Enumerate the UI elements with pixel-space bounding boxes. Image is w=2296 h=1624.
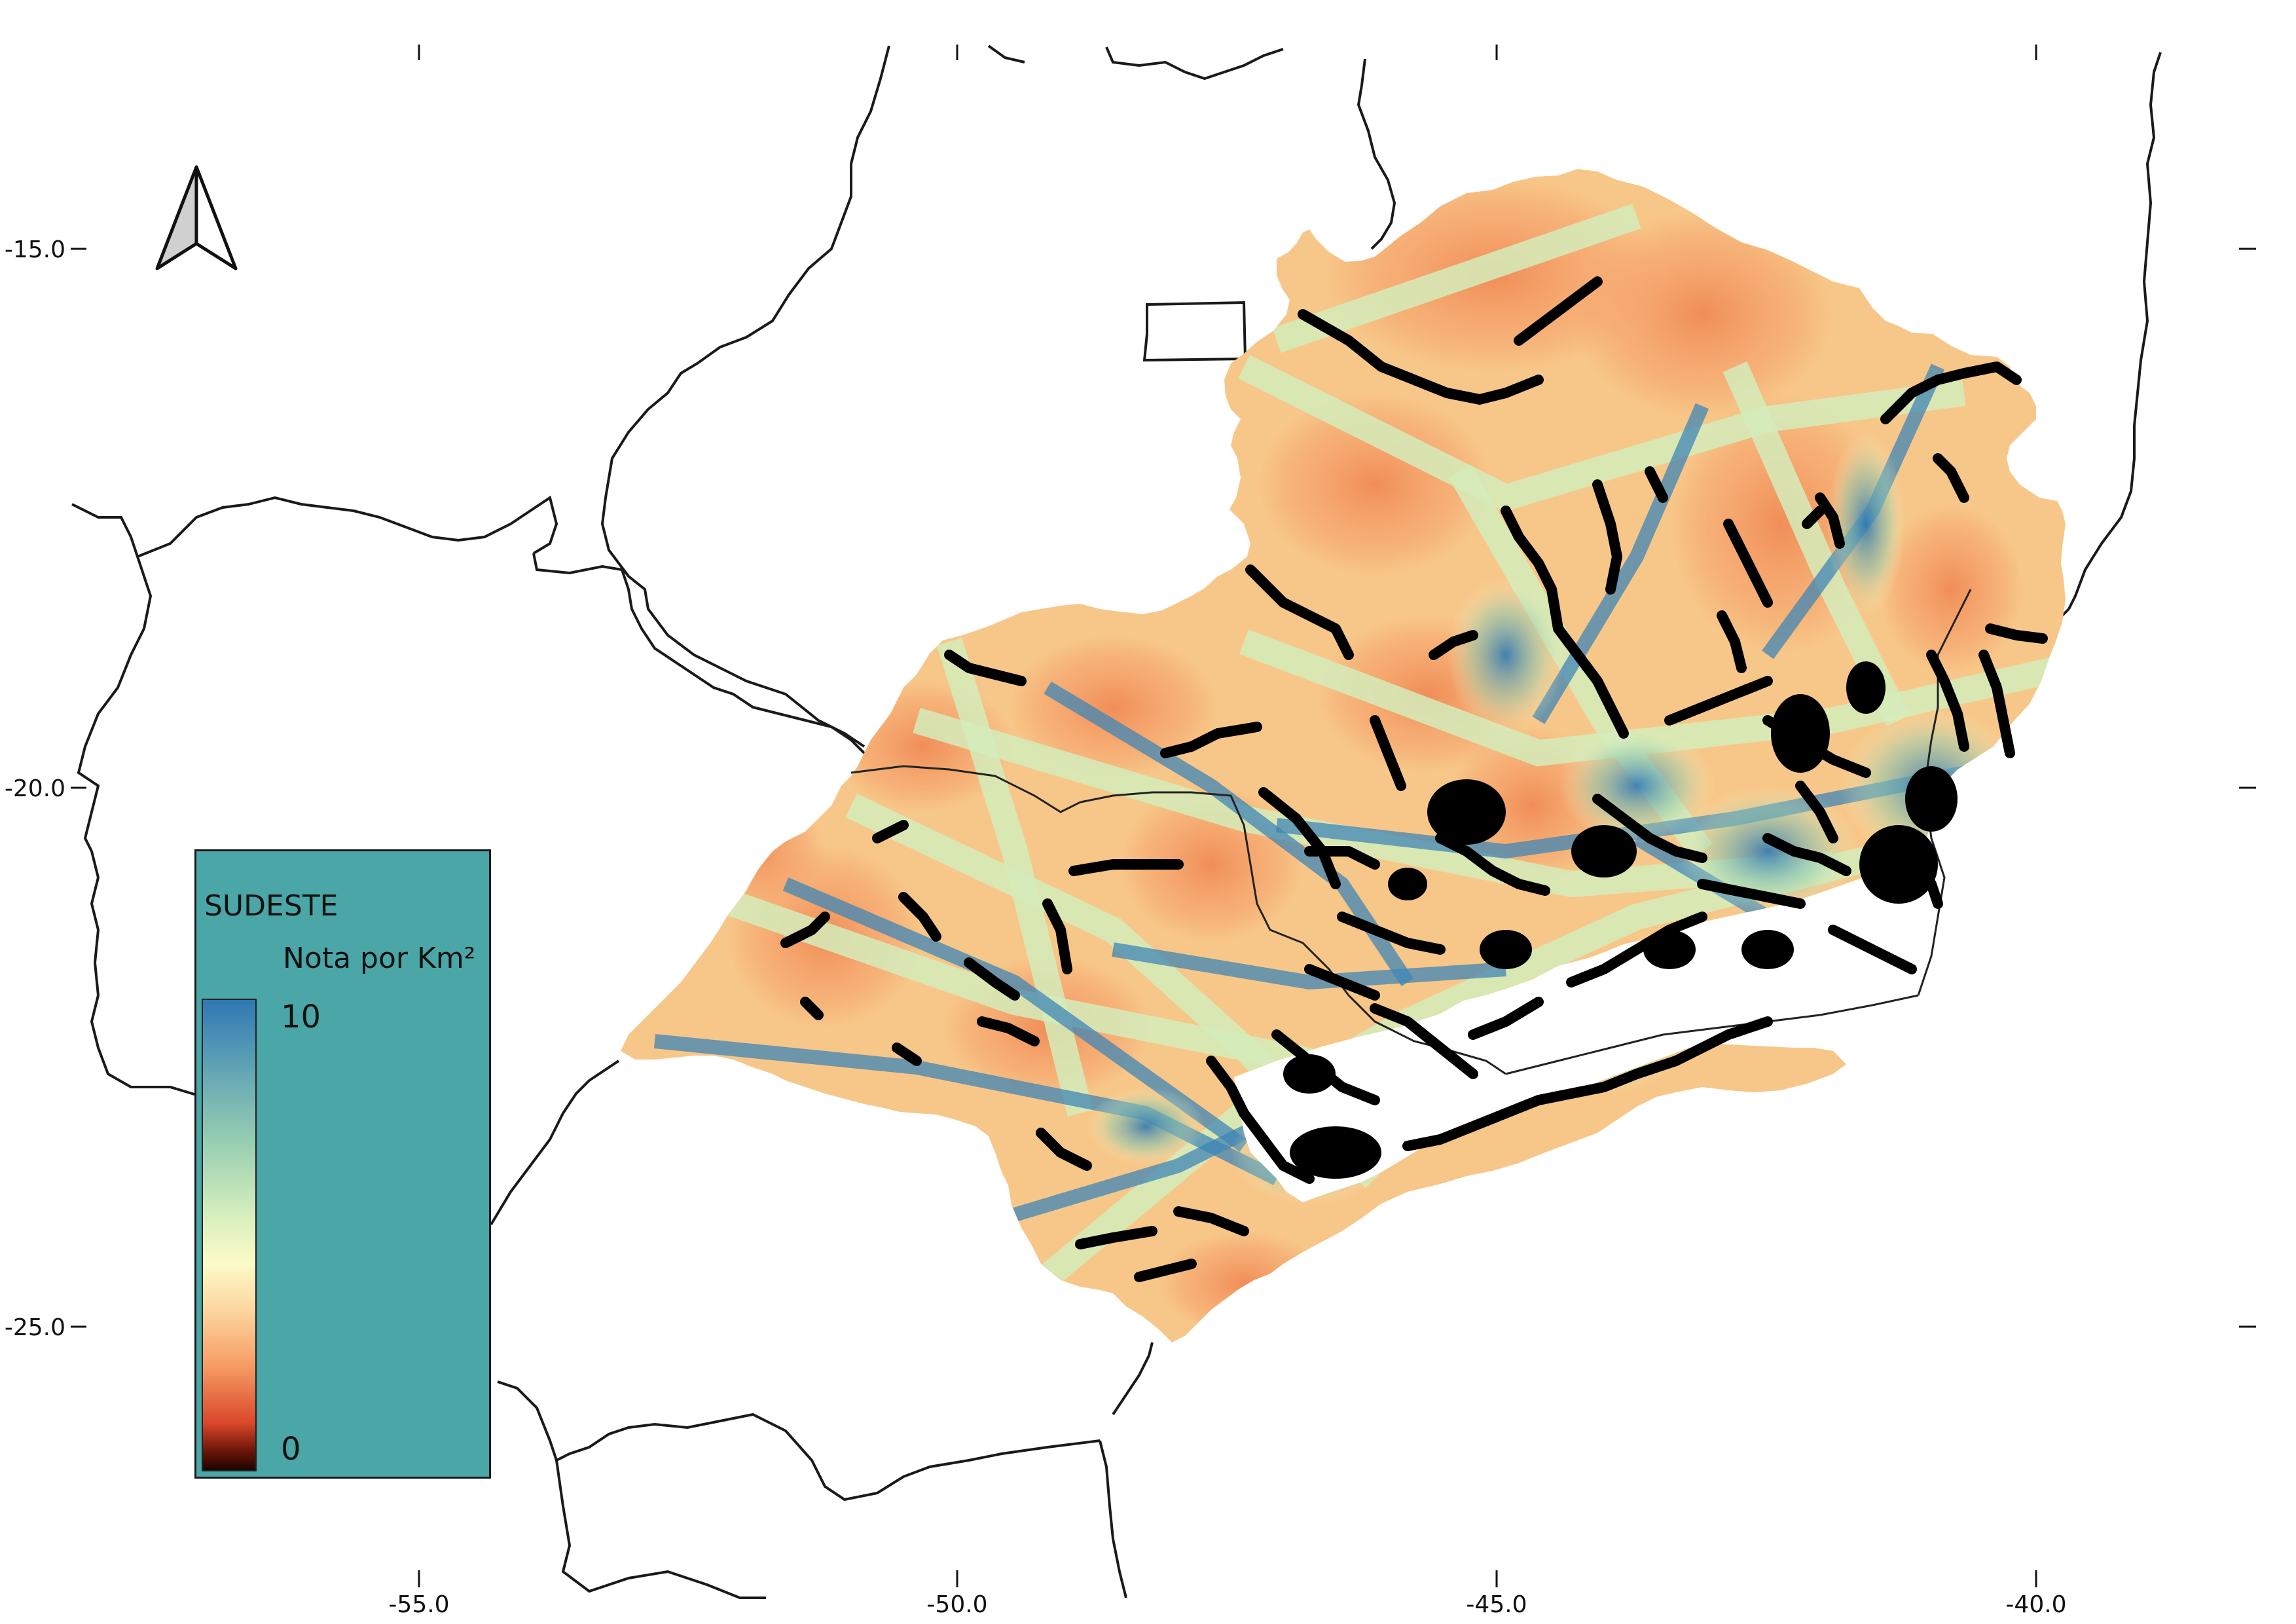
- neighbor-borders: [71, 45, 2162, 1599]
- border-ms-east: [532, 553, 866, 754]
- border-top-1: [987, 45, 1025, 64]
- border-coast-south: [1099, 1440, 1127, 1598]
- border-parana: [490, 1060, 620, 1226]
- y-tick-label: -20.0: [5, 775, 65, 802]
- y-tick-label: -25.0: [5, 1314, 65, 1341]
- legend-min-label: 0: [281, 1431, 301, 1467]
- legend-panel: SUDESTE Nota por Km² 10 0: [194, 849, 491, 1479]
- border-mg-sp: [850, 765, 1506, 1075]
- x-tick-label: -50.0: [926, 1591, 987, 1618]
- border-coast-mid: [1112, 1342, 1154, 1416]
- y-tick-labels: -15.0 -20.0 -25.0: [5, 236, 65, 1341]
- y-tick-label: -15.0: [5, 236, 65, 263]
- legend-title: SUDESTE: [204, 889, 338, 923]
- legend-subtitle: Nota por Km²: [283, 942, 476, 975]
- tick-marks: [71, 45, 2256, 1587]
- border-goias-mt: [600, 45, 890, 748]
- border-north-goias: [1357, 58, 1396, 250]
- border-top-2: [1105, 46, 1284, 81]
- border-ms-north: [137, 495, 558, 558]
- legend-max-label: 10: [281, 999, 321, 1035]
- border-bahia-coast: [2068, 52, 2162, 610]
- north-arrow-icon: [155, 165, 238, 270]
- border-ms-west: [71, 503, 153, 852]
- border-sc-south: [555, 1460, 766, 1599]
- x-tick-label: -55.0: [388, 1591, 449, 1618]
- x-tick-label: -45.0: [1466, 1591, 1527, 1618]
- border-ms-south: [90, 851, 204, 1098]
- border-mg-rj: [1505, 994, 1919, 1075]
- road-clusters: [1283, 661, 1958, 1179]
- border-df: [1142, 301, 1247, 362]
- x-tick-labels: -55.0 -50.0 -45.0 -40.0: [388, 1591, 2066, 1618]
- legend-color-ramp: [202, 999, 257, 1471]
- border-sc-north: [497, 1380, 1101, 1502]
- x-tick-label: -40.0: [2005, 1591, 2066, 1618]
